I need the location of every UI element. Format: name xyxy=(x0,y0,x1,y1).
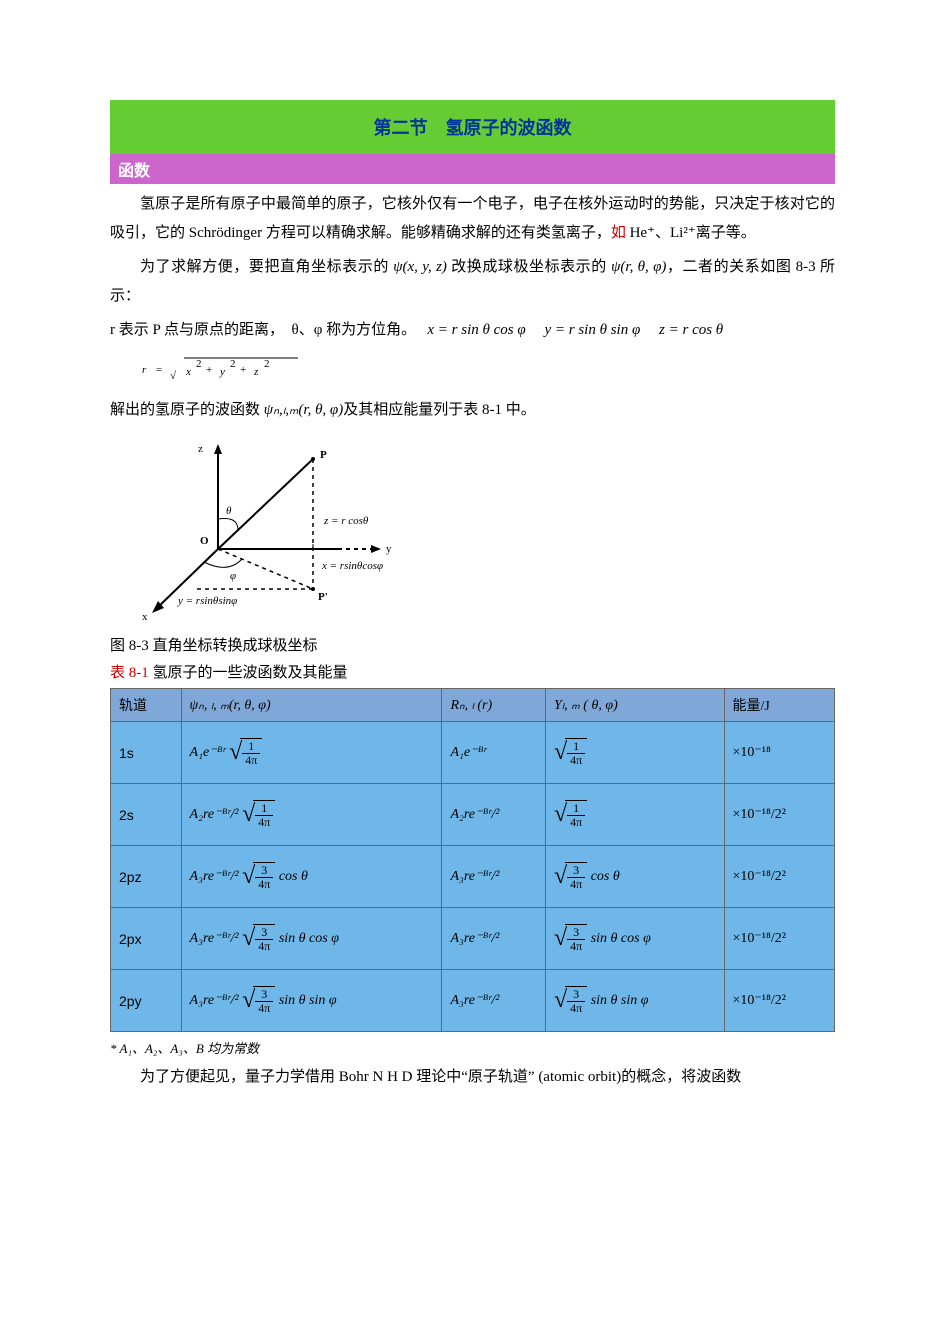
para2-a: 为了求解方便，要把直角坐标表示的 xyxy=(140,259,393,275)
para2-b: 改换成球极坐标表示的 xyxy=(447,259,611,275)
z-axis-label: z xyxy=(198,443,203,455)
svg-text:=: = xyxy=(156,364,162,376)
table-note: * A₁、A₂、A₃、B 均为常数 xyxy=(110,1038,835,1057)
coord-x: x = r sin θ cos φ xyxy=(427,322,525,338)
subsection-title: 函数 xyxy=(110,154,835,184)
cell-e: ×10⁻¹⁸/2² xyxy=(724,846,835,908)
table-caption-num: 表 8-1 xyxy=(110,665,149,681)
coord-svg: z y x P P' θ φ O z = r cosθ x = rs xyxy=(138,434,418,624)
table-caption: 表 8-1 氢原子的一些波函数及其能量 xyxy=(110,661,835,682)
cell-y: √14π xyxy=(545,784,724,846)
table-row: 2pzA₃re⁻ᴮʳ/² √34π cos θA₃re⁻ᴮʳ/²√34π cos… xyxy=(111,846,835,908)
cell-e: ×10⁻¹⁸/2² xyxy=(724,908,835,970)
svg-text:x: x xyxy=(185,366,191,378)
wavefunction-table: 轨道 ψₙ, ₗ, ₘ(r, θ, φ) Rₙ, ₗ (r) Yₗ, ₘ ( θ… xyxy=(110,688,835,1032)
paragraph-4: 解出的氢原子的波函数 ψₙ,ₗ,ₘ(r, θ, φ)及其相应能量列于表 8-1 … xyxy=(110,396,835,425)
paragraph-5: 为了方便起见，量子力学借用 Bohr N H D 理论中“原子轨道” (atom… xyxy=(110,1063,835,1092)
p-label: P xyxy=(320,449,327,461)
cell-r: A₃re⁻ᴮʳ/² xyxy=(442,846,546,908)
psi-nlm: ψₙ,ₗ,ₘ(r, θ, φ) xyxy=(264,402,343,418)
table-caption-txt: 氢原子的一些波函数及其能量 xyxy=(149,665,348,681)
svg-text:z: z xyxy=(253,366,259,378)
cell-psi: A₃re⁻ᴮʳ/² √34π sin θ sin φ xyxy=(181,970,442,1032)
table-row: 2pyA₃re⁻ᴮʳ/² √34π sin θ sin φA₃re⁻ᴮʳ/²√3… xyxy=(111,970,835,1032)
table-header-row: 轨道 ψₙ, ₗ, ₘ(r, θ, φ) Rₙ, ₗ (r) Yₗ, ₘ ( θ… xyxy=(111,689,835,722)
coordinate-diagram: z y x P P' θ φ O z = r cosθ x = rs xyxy=(138,434,835,624)
th-e: 能量/J xyxy=(724,689,835,722)
z-formula-label: z = r cosθ xyxy=(323,515,369,527)
x-formula-label: x = rsinθcosφ xyxy=(321,560,383,572)
svg-text:2: 2 xyxy=(230,358,236,370)
para1-text-b: He⁺、Li²⁺离子等。 xyxy=(626,225,756,241)
cell-r: A₂re⁻ᴮʳ/² xyxy=(442,784,546,846)
cell-e: ×10⁻¹⁸/2² xyxy=(724,784,835,846)
x-axis-label: x xyxy=(142,611,148,623)
coord-y: y = r sin θ sin φ xyxy=(544,322,640,338)
cell-orbital: 1s xyxy=(111,722,182,784)
pp-label: P' xyxy=(318,591,328,603)
paragraph-3: r 表示 P 点与原点的距离， θ、φ 称为方位角。 x = r sin θ c… xyxy=(110,316,835,345)
th-orbital: 轨道 xyxy=(111,689,182,722)
svg-text:y: y xyxy=(219,366,225,378)
svg-text:+: + xyxy=(206,364,212,376)
cell-psi: A₁e⁻ᴮʳ √14π xyxy=(181,722,442,784)
o-label: O xyxy=(200,535,209,547)
cell-y: √14π xyxy=(545,722,724,784)
cell-y: √34π cos θ xyxy=(545,846,724,908)
para3-a: r 表示 P 点与原点的距离， θ、φ 称为方位角。 xyxy=(110,322,424,338)
cell-r: A₁e⁻ᴮʳ xyxy=(442,722,546,784)
psi-xyz: ψ(x, y, z) xyxy=(393,259,447,275)
table-row: 2pxA₃re⁻ᴮʳ/² √34π sin θ cos φA₃re⁻ᴮʳ/²√3… xyxy=(111,908,835,970)
th-r: Rₙ, ₗ (r) xyxy=(442,689,546,722)
cell-r: A₃re⁻ᴮʳ/² xyxy=(442,970,546,1032)
y-axis-label: y xyxy=(386,543,392,555)
cell-psi: A₂re⁻ᴮʳ/² √14π xyxy=(181,784,442,846)
r-formula-svg: r = √ x 2 + y 2 + z 2 xyxy=(138,351,318,385)
svg-text:2: 2 xyxy=(196,358,202,370)
svg-text:√: √ xyxy=(170,370,177,382)
svg-text:r: r xyxy=(142,364,147,376)
cell-y: √34π sin θ sin φ xyxy=(545,970,724,1032)
cell-r: A₃re⁻ᴮʳ/² xyxy=(442,908,546,970)
y-formula-label: y = rsinθsinφ xyxy=(177,595,237,607)
cell-orbital: 2pz xyxy=(111,846,182,908)
section-title: 第二节 氢原子的波函数 xyxy=(110,100,835,154)
psi-rtp: ψ(r, θ, φ) xyxy=(611,259,666,275)
coord-z: z = r cos θ xyxy=(659,322,723,338)
cell-e: ×10⁻¹⁸ xyxy=(724,722,835,784)
cell-y: √34π sin θ cos φ xyxy=(545,908,724,970)
table-row: 2sA₂re⁻ᴮʳ/² √14πA₂re⁻ᴮʳ/²√14π×10⁻¹⁸/2² xyxy=(111,784,835,846)
paragraph-2: 为了求解方便，要把直角坐标表示的 ψ(x, y, z) 改换成球极坐标表示的 ψ… xyxy=(110,253,835,310)
para4-b: 及其相应能量列于表 8-1 中。 xyxy=(343,402,536,418)
para4-a: 解出的氢原子的波函数 xyxy=(110,402,264,418)
cell-orbital: 2s xyxy=(111,784,182,846)
svg-text:+: + xyxy=(240,364,246,376)
phi-label: φ xyxy=(230,570,236,582)
para1-ru: 如 xyxy=(611,225,626,241)
table-row: 1sA₁e⁻ᴮʳ √14πA₁e⁻ᴮʳ√14π×10⁻¹⁸ xyxy=(111,722,835,784)
cell-orbital: 2px xyxy=(111,908,182,970)
cell-psi: A₃re⁻ᴮʳ/² √34π sin θ cos φ xyxy=(181,908,442,970)
paragraph-1: 氢原子是所有原子中最简单的原子，它核外仅有一个电子，电子在核外运动时的势能，只决… xyxy=(110,190,835,247)
theta-label: θ xyxy=(226,505,232,517)
figure-caption: 图 8-3 直角坐标转换成球极坐标 xyxy=(110,634,835,655)
svg-text:2: 2 xyxy=(264,358,270,370)
th-y: Yₗ, ₘ ( θ, φ) xyxy=(545,689,724,722)
r-formula-box: r = √ x 2 + y 2 + z 2 xyxy=(138,351,835,390)
cell-orbital: 2py xyxy=(111,970,182,1032)
cell-psi: A₃re⁻ᴮʳ/² √34π cos θ xyxy=(181,846,442,908)
table-body: 1sA₁e⁻ᴮʳ √14πA₁e⁻ᴮʳ√14π×10⁻¹⁸2sA₂re⁻ᴮʳ/²… xyxy=(111,722,835,1032)
cell-e: ×10⁻¹⁸/2² xyxy=(724,970,835,1032)
th-psi: ψₙ, ₗ, ₘ(r, θ, φ) xyxy=(181,689,442,722)
